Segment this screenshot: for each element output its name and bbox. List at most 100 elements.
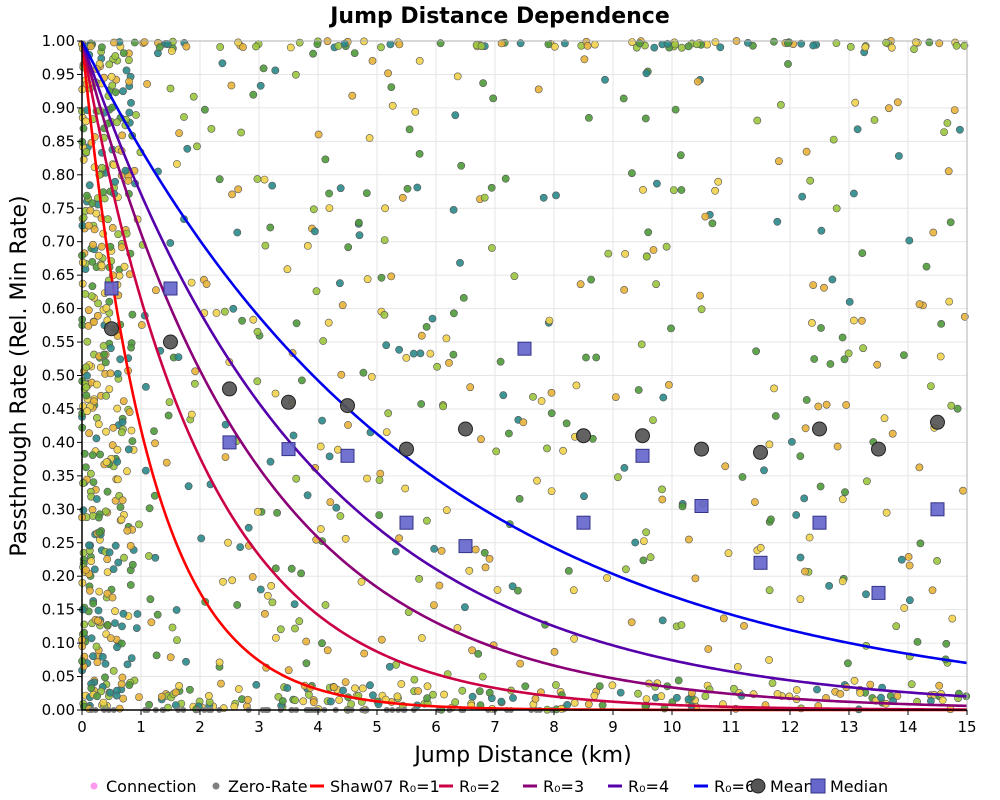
- connection-point: [534, 85, 543, 94]
- median-marker: [222, 435, 237, 450]
- connection-point: [187, 410, 196, 419]
- connection-point: [677, 43, 686, 52]
- connection-point: [380, 236, 389, 244]
- connection-point: [410, 675, 419, 684]
- x-tick-label: 11: [721, 718, 740, 736]
- connection-point: [531, 695, 540, 703]
- connection-point: [278, 697, 287, 705]
- connection-point: [252, 681, 261, 689]
- connection-point: [313, 40, 322, 48]
- connection-point: [639, 556, 648, 565]
- x-tick-label: 3: [254, 718, 264, 736]
- y-tick-label: 0.15: [42, 601, 75, 619]
- connection-point: [291, 70, 300, 79]
- connection-point: [415, 149, 424, 158]
- connection-point: [273, 509, 281, 517]
- connection-point: [453, 72, 462, 81]
- connection-point: [304, 690, 313, 699]
- connection-point: [102, 304, 111, 312]
- connection-point: [291, 624, 299, 633]
- connection-point: [113, 643, 121, 652]
- connection-point: [93, 658, 102, 667]
- connection-point: [168, 623, 177, 632]
- connection-point: [777, 101, 785, 109]
- connection-point: [817, 324, 825, 332]
- connection-point: [771, 412, 780, 420]
- connection-point: [271, 564, 280, 573]
- connection-point: [801, 424, 810, 433]
- tick-labels: 0 1 2 3 4 5 6 7 8 9 10 11 12 13 14 150.000.050.100.150.…: [42, 32, 977, 736]
- connection-point: [948, 614, 957, 623]
- connection-point: [642, 69, 651, 78]
- connection-point: [286, 43, 295, 52]
- connection-point: [145, 504, 154, 513]
- connection-point: [858, 316, 866, 325]
- connection-point: [927, 382, 935, 390]
- connection-point: [767, 515, 775, 524]
- connection-point: [701, 692, 710, 701]
- connection-point: [667, 324, 675, 333]
- connection-point: [910, 45, 918, 53]
- connection-point: [119, 87, 127, 96]
- legend-item: R₀=3: [523, 777, 584, 796]
- legend-label: Zero-Rate: [228, 777, 308, 796]
- mean-marker: [812, 421, 827, 437]
- connection-point: [468, 646, 476, 655]
- connection-point: [190, 379, 199, 388]
- connection-point: [243, 695, 252, 704]
- connection-point: [395, 534, 403, 543]
- connection-point: [348, 91, 357, 100]
- connection-point: [82, 117, 90, 126]
- x-tick-label: 15: [957, 718, 976, 736]
- curve-2: [80, 40, 968, 711]
- curve-6: [80, 40, 968, 665]
- connection-point: [85, 429, 93, 438]
- connection-point: [693, 40, 701, 49]
- connection-point: [100, 194, 109, 203]
- connection-point: [114, 558, 123, 567]
- legend-item: R₀=4: [608, 777, 669, 796]
- connection-point: [422, 322, 431, 331]
- mean-marker: [222, 381, 237, 397]
- connection-point: [806, 176, 815, 185]
- connection-point: [118, 496, 127, 505]
- connection-point: [362, 189, 371, 197]
- connection-point: [113, 404, 122, 413]
- connection-point: [309, 49, 317, 58]
- connection-point: [116, 355, 125, 364]
- connection-point: [303, 491, 312, 500]
- connection-point: [94, 616, 102, 625]
- connection-point: [117, 243, 126, 252]
- connection-point: [913, 638, 922, 646]
- connection-point: [765, 656, 773, 664]
- connection-point: [906, 596, 914, 605]
- connection-point: [90, 397, 98, 406]
- connection-point: [316, 525, 325, 533]
- connection-point: [137, 321, 146, 329]
- connection-point: [233, 228, 242, 237]
- connection-point: [152, 651, 161, 660]
- legend-item: R₀=6: [694, 777, 755, 796]
- connection-point: [184, 482, 193, 491]
- connection-point: [417, 331, 426, 340]
- connection-point: [391, 547, 400, 556]
- connection-point: [439, 402, 447, 411]
- connection-point: [487, 183, 496, 192]
- connection-point: [893, 98, 902, 107]
- connection-point: [416, 349, 425, 358]
- connection-point: [127, 99, 135, 107]
- connection-point: [103, 555, 112, 564]
- connection-point: [694, 77, 702, 86]
- connection-point: [90, 318, 98, 326]
- connection-point: [650, 43, 659, 52]
- connection-point: [128, 310, 137, 319]
- connection-point: [287, 564, 296, 573]
- connection-point: [336, 512, 345, 520]
- connection-point: [841, 488, 849, 497]
- connection-point: [102, 427, 110, 436]
- connection-point: [800, 494, 809, 503]
- connection-point: [90, 565, 99, 574]
- connection-point: [359, 368, 368, 377]
- connection-point: [429, 690, 437, 699]
